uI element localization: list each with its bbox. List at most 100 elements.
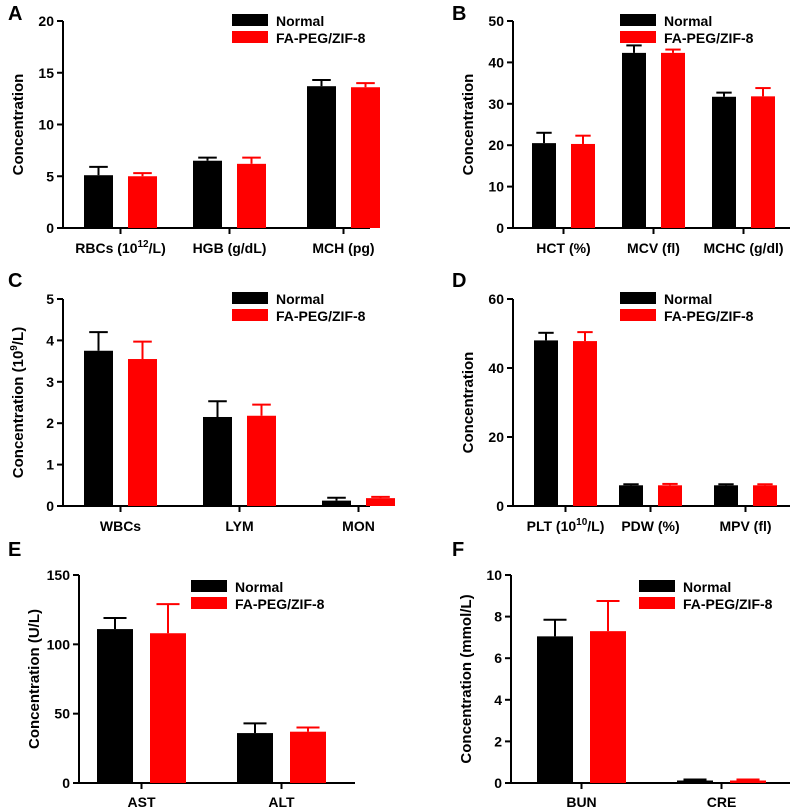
y-tick-label: 60: [488, 291, 504, 307]
legend-label: Normal: [664, 291, 712, 307]
bar-fa-peg-zif-8: [661, 52, 685, 229]
category-label: MPV (fl): [719, 518, 771, 534]
bar-normal: [84, 350, 113, 506]
legend-label: FA-PEG/ZIF-8: [664, 30, 754, 46]
y-tick-label: 10: [38, 117, 54, 133]
bar-fa-peg-zif-8: [237, 163, 266, 228]
y-tick-label: 5: [46, 168, 54, 184]
y-tick-label: 2: [494, 733, 502, 749]
bar-fa-peg-zif-8: [573, 341, 597, 506]
y-tick-label: 10: [486, 567, 502, 583]
y-tick-label: 8: [494, 609, 502, 625]
y-tick-label: 20: [488, 429, 504, 445]
y-tick-label: 0: [46, 220, 54, 236]
bar-normal: [534, 340, 558, 506]
panel-b: B 0 10 20 30 40 50 Concentration HCT (%) MCV (fl)…: [452, 3, 790, 256]
category-label: PDW (%): [621, 518, 679, 534]
y-tick-label: 4: [494, 692, 502, 708]
panel-a: A 0 5 10 15 20 Concentration RBCs (1012/L) HGB (…: [8, 3, 380, 256]
y-tick-label: 50: [488, 13, 504, 29]
legend-swatch: [639, 580, 675, 592]
category-label: LYM: [225, 518, 253, 534]
y-axis-label: Concentration: [460, 352, 477, 454]
y-tick-label: 0: [494, 775, 502, 791]
legend-swatch: [620, 309, 656, 321]
category-label: HCT (%): [536, 240, 590, 256]
category-label: CRE: [707, 794, 737, 810]
bar-fa-peg-zif-8: [753, 485, 777, 506]
bar-fa-peg-zif-8: [247, 415, 276, 506]
bar-fa-peg-zif-8: [150, 633, 186, 783]
bar-normal: [307, 86, 336, 228]
y-tick-label: 2: [46, 415, 54, 431]
y-tick-label: 20: [38, 13, 54, 29]
bar-normal: [712, 96, 736, 229]
legend-swatch: [191, 597, 227, 609]
category-label: BUN: [566, 794, 596, 810]
legend-swatch: [620, 292, 656, 304]
bar-normal: [84, 175, 113, 228]
panel-f: F 0 2 4 6 8 10 Concentration (mmol/L) BUN CRE Norm…: [452, 539, 790, 810]
y-tick-label: 50: [54, 706, 70, 722]
legend-swatch: [620, 31, 656, 43]
y-tick-label: 150: [47, 567, 71, 583]
legend-swatch: [232, 309, 268, 321]
category-label: RBCs (1012/L): [75, 239, 165, 256]
y-tick-label: 40: [488, 360, 504, 376]
y-tick-label: 0: [496, 220, 504, 236]
legend-label: FA-PEG/ZIF-8: [683, 596, 773, 612]
legend-label: Normal: [683, 579, 731, 595]
y-axis-label: Concentration (U/L): [26, 609, 43, 749]
legend-label: Normal: [276, 291, 324, 307]
bar-normal: [193, 160, 222, 228]
y-tick-label: 0: [496, 498, 504, 514]
legend-swatch: [620, 14, 656, 26]
panel-letter: B: [452, 3, 466, 25]
y-tick-label: 4: [46, 332, 54, 348]
y-tick-label: 0: [62, 775, 70, 791]
legend-swatch: [232, 31, 268, 43]
legend-label: FA-PEG/ZIF-8: [276, 30, 366, 46]
panel-letter: F: [452, 539, 464, 561]
bar-fa-peg-zif-8: [128, 176, 157, 228]
bar-normal: [203, 416, 232, 506]
bar-normal: [677, 780, 713, 783]
legend-swatch: [232, 14, 268, 26]
bar-fa-peg-zif-8: [751, 96, 775, 229]
category-label: MCH (pg): [312, 240, 374, 256]
legend-label: FA-PEG/ZIF-8: [276, 308, 366, 324]
bar-fa-peg-zif-8: [366, 498, 395, 506]
y-tick-label: 5: [46, 291, 54, 307]
category-label: MON: [342, 518, 375, 534]
bar-normal: [714, 485, 738, 506]
category-label: MCV (fl): [627, 240, 680, 256]
legend-swatch: [191, 580, 227, 592]
bar-fa-peg-zif-8: [590, 631, 626, 783]
y-tick-label: 40: [488, 54, 504, 70]
bar-normal: [97, 629, 133, 783]
bar-normal: [532, 143, 556, 228]
bar-fa-peg-zif-8: [730, 780, 766, 783]
panel-c: C 0 1 2 3 4 5 Concentration (109/L) WBCs LYM MON No…: [8, 270, 395, 534]
category-label: MCHC (g/dl): [703, 240, 783, 256]
panel-letter: E: [8, 539, 21, 561]
category-label: ALT: [268, 794, 295, 810]
legend-label: FA-PEG/ZIF-8: [664, 308, 754, 324]
y-tick-label: 1: [46, 457, 54, 473]
bar-normal: [619, 485, 643, 506]
bar-normal: [237, 733, 273, 783]
category-label: WBCs: [100, 518, 141, 534]
bar-fa-peg-zif-8: [571, 143, 595, 228]
bar-fa-peg-zif-8: [290, 731, 326, 783]
y-axis-label: Concentration: [460, 74, 477, 176]
panel-letter: C: [8, 270, 22, 292]
category-label: HGB (g/dL): [193, 240, 267, 256]
panel-letter: D: [452, 270, 466, 292]
bar-fa-peg-zif-8: [351, 87, 380, 229]
category-label: PLT (1010/L): [527, 517, 605, 534]
bar-fa-peg-zif-8: [128, 359, 157, 506]
bar-fa-peg-zif-8: [658, 485, 682, 506]
y-tick-label: 30: [488, 96, 504, 112]
y-tick-label: 20: [488, 137, 504, 153]
